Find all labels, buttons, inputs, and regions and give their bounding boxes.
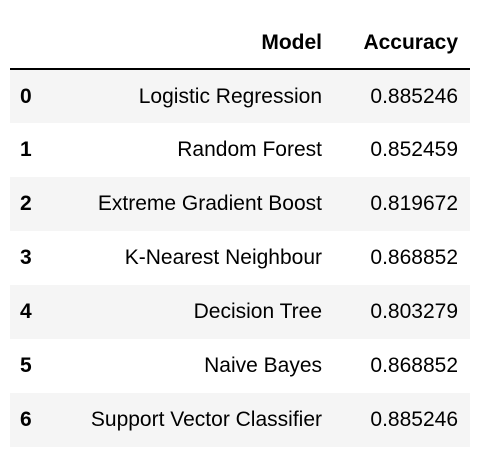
model-cell: Naive Bayes (204, 354, 322, 377)
model-cell: Extreme Gradient Boost (97, 192, 322, 215)
table-row: 6 Support Vector Classifier 0.885246 (10, 393, 470, 447)
row-index: 2 (20, 192, 32, 215)
model-cell: K-Nearest Neighbour (124, 246, 322, 269)
accuracy-cell: 0.819672 (370, 192, 458, 215)
row-index: 6 (20, 408, 32, 431)
accuracy-cell: 0.885246 (370, 84, 458, 108)
index-header (10, 18, 46, 70)
dataframe-output: Model Accuracy 0 Logistic Regression 0.8… (10, 18, 470, 447)
model-accuracy-table: Model Accuracy 0 Logistic Regression 0.8… (10, 18, 470, 447)
header-row: Model Accuracy (10, 18, 470, 70)
table-row: 3 K-Nearest Neighbour 0.868852 (10, 231, 470, 285)
model-cell: Decision Tree (193, 300, 322, 323)
row-index: 0 (20, 84, 32, 108)
row-index: 5 (20, 354, 32, 377)
model-column-header: Model (46, 18, 334, 70)
table-row: 1 Random Forest 0.852459 (10, 123, 470, 177)
model-cell: Support Vector Classifier (90, 408, 322, 431)
row-index: 4 (20, 300, 32, 323)
accuracy-column-header: Accuracy (334, 18, 470, 70)
row-index: 1 (20, 138, 32, 161)
table-row: 4 Decision Tree 0.803279 (10, 285, 470, 339)
table-row: 2 Extreme Gradient Boost 0.819672 (10, 177, 470, 231)
table-row: 0 Logistic Regression 0.885246 (10, 69, 470, 123)
table-row: 5 Naive Bayes 0.868852 (10, 339, 470, 393)
accuracy-cell: 0.868852 (370, 246, 458, 269)
model-cell: Logistic Regression (138, 84, 322, 108)
model-cell: Random Forest (177, 138, 322, 161)
accuracy-cell: 0.803279 (370, 300, 458, 323)
row-index: 3 (20, 246, 32, 269)
accuracy-cell: 0.868852 (370, 354, 458, 377)
accuracy-cell: 0.852459 (370, 138, 458, 161)
accuracy-cell: 0.885246 (370, 408, 458, 431)
table-body: 0 Logistic Regression 0.885246 1 Random … (10, 69, 470, 447)
table-header: Model Accuracy (10, 18, 470, 70)
